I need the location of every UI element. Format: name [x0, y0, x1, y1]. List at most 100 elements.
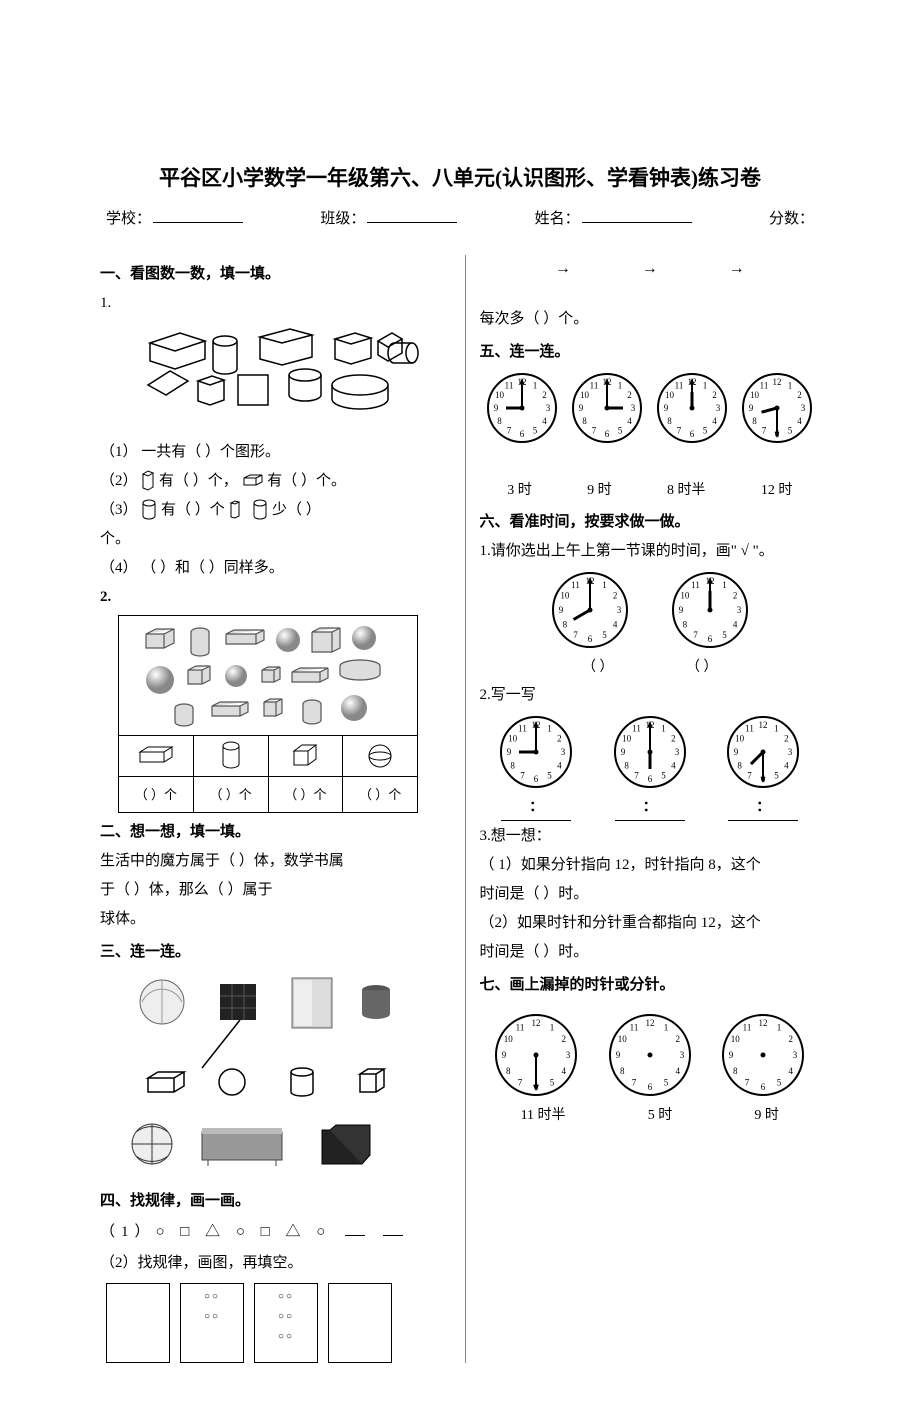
q1-2a: （2） [100, 473, 141, 489]
svg-text:9: 9 [494, 403, 499, 413]
svg-text:7: 7 [677, 425, 682, 435]
clock-face: 121234567891011 [741, 372, 813, 444]
cube-icon [290, 741, 320, 771]
pattern-blank-2[interactable] [383, 1235, 403, 1236]
svg-text:4: 4 [557, 760, 562, 770]
sec4-title: 四、找规律，画一画。 [100, 1188, 441, 1215]
svg-text:7: 7 [521, 770, 526, 780]
svg-text:12: 12 [532, 1018, 541, 1028]
school-blank[interactable] [153, 208, 243, 223]
svg-text:4: 4 [798, 416, 803, 426]
svg-text:11: 11 [632, 724, 641, 734]
cuboid-thin-icon [229, 499, 241, 521]
clock-face: 121234567891011 [726, 715, 800, 789]
circle-boxes: ○○○○ ○○○○○○ [106, 1283, 441, 1363]
name-label: 姓名： [535, 206, 580, 233]
paren-blank[interactable]: （ ） [686, 655, 718, 680]
svg-text:3: 3 [675, 747, 680, 757]
pattern-blank-1[interactable] [345, 1235, 365, 1236]
sec5-clock-row: 1212345678910111212345678910111212345678… [480, 372, 821, 444]
svg-text:8: 8 [506, 1066, 511, 1076]
svg-text:12: 12 [645, 1018, 654, 1028]
svg-text:3: 3 [617, 605, 622, 615]
clock-face: 121234567891011 [551, 571, 629, 649]
sec2-l3: 球体。 [100, 906, 441, 933]
svg-text:8: 8 [668, 416, 673, 426]
sec6-q1-clocks: 121234567891011121234567891011 [480, 571, 821, 649]
shapes2-count-row: （ ）个 （ ）个 （ ）个 （ ）个 [119, 776, 417, 812]
q1-3d: 个。 [100, 526, 441, 553]
svg-text:5: 5 [703, 425, 708, 435]
svg-text:2: 2 [784, 733, 789, 743]
svg-text:6: 6 [690, 429, 695, 439]
svg-text:2: 2 [789, 1034, 794, 1044]
svg-text:11: 11 [743, 1022, 752, 1032]
cuboid-flat-icon [242, 473, 264, 489]
svg-text:10: 10 [735, 733, 745, 743]
svg-text:9: 9 [559, 605, 564, 615]
time-blank[interactable]: ： [501, 795, 571, 821]
time-label: 11 时半 [521, 1103, 566, 1128]
time-blank[interactable]: ： [615, 795, 685, 821]
class-blank[interactable] [367, 208, 457, 223]
time-label: 5 时 [648, 1103, 673, 1128]
sec2-l2: 于（ ）体，那么（ ）属于 [100, 877, 441, 904]
count-4: （ ）个 [343, 777, 417, 812]
svg-text:7: 7 [634, 770, 639, 780]
shapes2-icon-row [119, 736, 417, 776]
sec1-title: 一、看图数一数，填一填。 [100, 261, 441, 288]
cylinder-icon [141, 499, 157, 521]
svg-text:11: 11 [760, 380, 769, 390]
time-label: 8 时半 [667, 478, 706, 503]
name-blank[interactable] [582, 208, 692, 223]
svg-text:9: 9 [729, 1050, 734, 1060]
class-label: 班级： [320, 206, 365, 233]
svg-text:2: 2 [562, 1034, 567, 1044]
svg-text:3: 3 [546, 403, 551, 413]
svg-text:11: 11 [745, 724, 754, 734]
svg-text:10: 10 [665, 390, 675, 400]
svg-text:9: 9 [664, 403, 669, 413]
svg-text:6: 6 [648, 1082, 653, 1092]
svg-text:1: 1 [548, 724, 553, 734]
cbox-2: ○○○○ [180, 1283, 244, 1363]
svg-text:8: 8 [738, 760, 743, 770]
svg-text:6: 6 [648, 774, 653, 784]
sec6-title: 六、看准时间，按要求做一做。 [480, 509, 821, 536]
svg-text:8: 8 [620, 1066, 625, 1076]
svg-text:3: 3 [788, 747, 793, 757]
cuboid-icon [136, 744, 176, 768]
sec7-labels: 11 时半 5 时 9 时 [480, 1103, 821, 1128]
svg-text:4: 4 [627, 416, 632, 426]
svg-text:5: 5 [777, 1078, 782, 1088]
cbox-3: ○○○○○○ [254, 1283, 318, 1363]
sec6-q2-clocks: 1212345678910111212345678910111212345678… [480, 715, 821, 789]
svg-text:8: 8 [563, 619, 568, 629]
clock-face: 121234567891011 [656, 372, 728, 444]
sec6-q2-blanks: ： ： ： [480, 795, 821, 821]
sec6-q2: 2.写一写 [480, 682, 821, 709]
svg-text:10: 10 [495, 390, 505, 400]
each-more: 每次多（ ）个。 [480, 306, 821, 333]
cbox-4[interactable] [328, 1283, 392, 1363]
q1-3c: 少（ ） [272, 502, 321, 518]
clock-face: 121234567891011 [671, 571, 749, 649]
svg-text:4: 4 [562, 1066, 567, 1076]
svg-text:2: 2 [732, 590, 737, 600]
cbox-1 [106, 1283, 170, 1363]
svg-text:9: 9 [502, 1050, 507, 1060]
sec6-q3: 3.想一想： [480, 823, 821, 850]
time-blank[interactable]: ： [728, 795, 798, 821]
q1-2c: 有（ ）个。 [267, 473, 346, 489]
q1-1: （1） 一共有（ ）个图形。 [100, 439, 441, 466]
svg-text:2: 2 [675, 1034, 680, 1044]
paren-blank[interactable]: （ ） [582, 655, 614, 680]
count-1: （ ）个 [119, 777, 194, 812]
svg-text:4: 4 [784, 760, 789, 770]
svg-text:1: 1 [664, 1022, 669, 1032]
svg-text:7: 7 [592, 425, 597, 435]
svg-text:3: 3 [736, 605, 741, 615]
svg-text:7: 7 [632, 1078, 637, 1088]
svg-text:7: 7 [693, 630, 698, 640]
clock-face: 121234567891011 [721, 1013, 805, 1097]
